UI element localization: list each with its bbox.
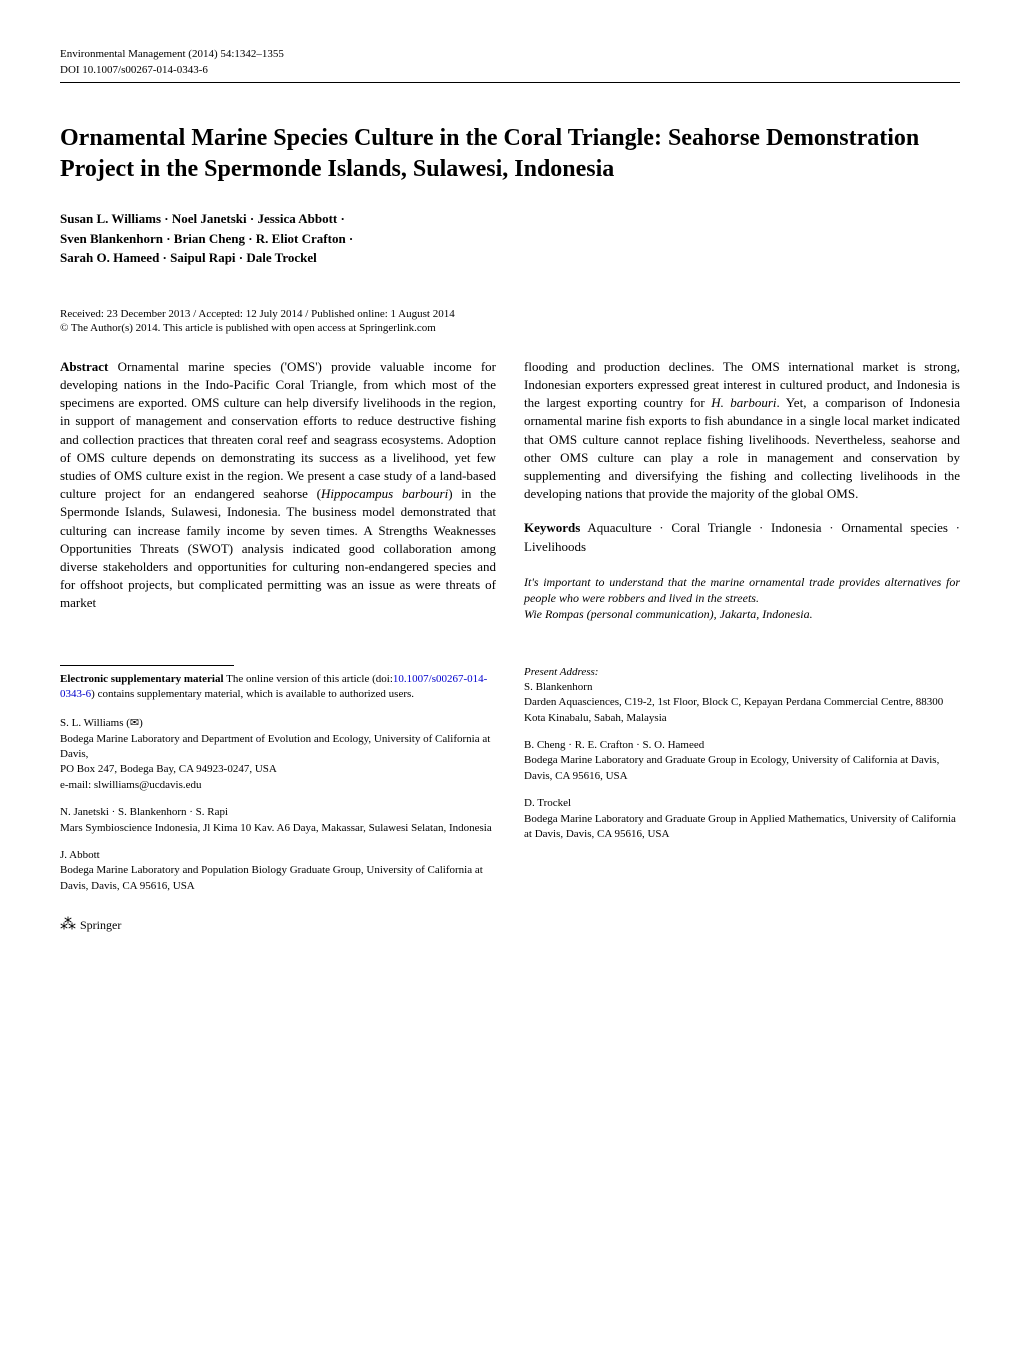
copyright-line: © The Author(s) 2014. This article is pu…: [60, 322, 960, 334]
affiliation-line-1-2: e-mail: slwilliams@ucdavis.edu: [60, 778, 496, 793]
affiliation-block-3: J. Abbott Bodega Marine Laboratory and P…: [60, 848, 496, 894]
supplementary-material: Electronic supplementary material The on…: [60, 672, 496, 703]
keywords-para: Keywords Aquaculture · Coral Triangle · …: [524, 519, 960, 555]
affiliation-author-2: N. Janetski · S. Blankenhorn · S. Rapi: [60, 805, 496, 820]
springer-footer: ⁂ Springer: [60, 914, 496, 936]
species-name-2: H. barbouri: [711, 395, 776, 410]
footer-right-column: Present Address: S. Blankenhorn Darden A…: [524, 665, 960, 937]
abstract-text-left-cont: ) in the Spermonde Islands, Sulawesi, In…: [60, 486, 496, 610]
keywords-label: Keywords: [524, 520, 580, 535]
affiliation-author-3: J. Abbott: [60, 848, 496, 863]
authors-block: Susan L. Williams · Noel Janetski · Jess…: [60, 209, 960, 268]
quote-line-2: Wie Rompas (personal communication), Jak…: [524, 607, 813, 621]
doi-line: DOI 10.1007/s00267-014-0343-6: [60, 64, 960, 76]
supp-text-before: The online version of this article (doi:: [226, 673, 393, 685]
quote-block: It's important to understand that the ma…: [524, 574, 960, 623]
footer-divider-left: [60, 665, 234, 666]
affiliation-line-2-0: Mars Symbioscience Indonesia, Jl Kima 10…: [60, 821, 496, 836]
abstract-text-left: Ornamental marine species ('OMS') provid…: [60, 359, 496, 501]
abstract-columns: Abstract Ornamental marine species ('OMS…: [60, 358, 960, 629]
affiliation-line-r2-0: Bodega Marine Laboratory and Graduate Gr…: [524, 753, 960, 784]
affiliation-author-r1: S. Blankenhorn: [524, 680, 960, 695]
abstract-text-right-cont: . Yet, a comparison of Indonesia ornamen…: [524, 395, 960, 501]
affiliation-line-3-0: Bodega Marine Laboratory and Population …: [60, 863, 496, 894]
affiliation-line-1-0: Bodega Marine Laboratory and Department …: [60, 732, 496, 763]
supp-label: Electronic supplementary material: [60, 673, 224, 685]
authors-line-2: Sven Blankenhorn · Brian Cheng · R. Elio…: [60, 229, 960, 249]
species-name-1: Hippocampus barbouri: [321, 486, 448, 501]
journal-reference: Environmental Management (2014) 54:1342–…: [60, 48, 284, 60]
affiliation-block-1: S. L. Williams (✉) Bodega Marine Laborat…: [60, 716, 496, 793]
abstract-label: Abstract: [60, 359, 108, 374]
affiliation-block-r3: D. Trockel Bodega Marine Laboratory and …: [524, 796, 960, 842]
present-address-label: Present Address:: [524, 665, 960, 680]
abstract-left: Abstract Ornamental marine species ('OMS…: [60, 358, 496, 613]
authors-line-1: Susan L. Williams · Noel Janetski · Jess…: [60, 209, 960, 229]
footer-section: Electronic supplementary material The on…: [60, 665, 960, 937]
affiliation-block-2: N. Janetski · S. Blankenhorn · S. Rapi M…: [60, 805, 496, 836]
affiliation-block-r2: B. Cheng · R. E. Crafton · S. O. Hameed …: [524, 738, 960, 784]
affiliation-author-r3: D. Trockel: [524, 796, 960, 811]
authors-line-3: Sarah O. Hameed · Saipul Rapi · Dale Tro…: [60, 248, 960, 268]
supp-text-after: ) contains supplementary material, which…: [91, 688, 414, 700]
springer-text: Springer: [80, 917, 121, 934]
abstract-right: flooding and production declines. The OM…: [524, 358, 960, 504]
header-row: Environmental Management (2014) 54:1342–…: [60, 48, 960, 60]
right-column: flooding and production declines. The OM…: [524, 358, 960, 629]
article-title: Ornamental Marine Species Culture in the…: [60, 123, 960, 185]
quote-line-1: It's important to understand that the ma…: [524, 575, 960, 605]
keywords-text: Aquaculture · Coral Triangle · Indonesia…: [524, 520, 960, 553]
affiliation-author-r2: B. Cheng · R. E. Crafton · S. O. Hameed: [524, 738, 960, 753]
left-column: Abstract Ornamental marine species ('OMS…: [60, 358, 496, 629]
affiliation-line-r3-0: Bodega Marine Laboratory and Graduate Gr…: [524, 812, 960, 843]
affiliation-line-1-1: PO Box 247, Bodega Bay, CA 94923-0247, U…: [60, 762, 496, 777]
springer-logo-icon: ⁂: [60, 914, 76, 936]
affiliation-line-r1-0: Darden Aquasciences, C19-2, 1st Floor, B…: [524, 695, 960, 726]
affiliation-author-1: S. L. Williams (✉): [60, 716, 496, 731]
present-address-header: Present Address: S. Blankenhorn Darden A…: [524, 665, 960, 727]
header-divider: [60, 82, 960, 83]
article-dates: Received: 23 December 2013 / Accepted: 1…: [60, 308, 960, 320]
footer-left-column: Electronic supplementary material The on…: [60, 665, 496, 937]
